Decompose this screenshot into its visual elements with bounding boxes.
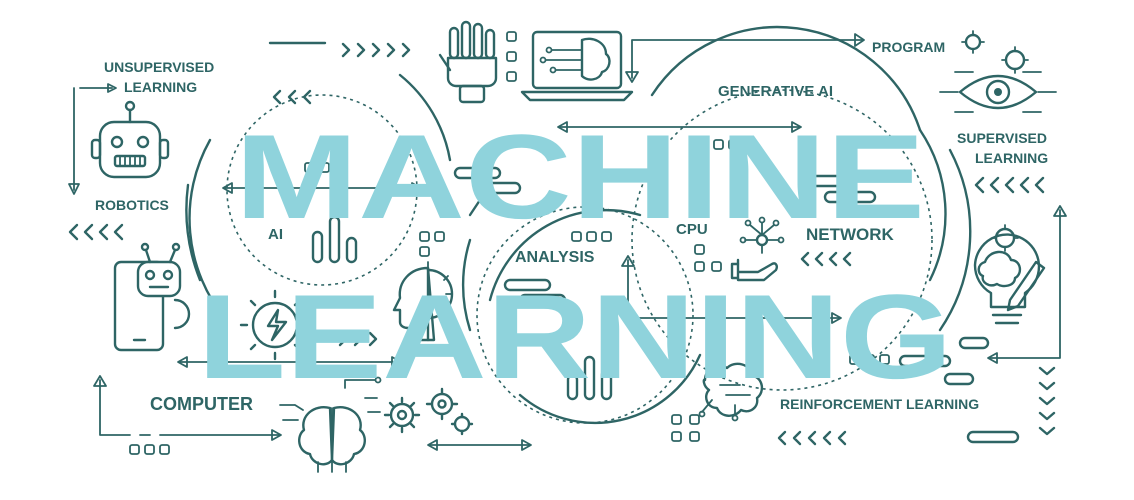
circuit-brain-icon (698, 362, 764, 422)
topic-labels: UNSUPERVISED LEARNING PROGRAM GENERATIVE… (95, 39, 1048, 414)
head-gear-icon (392, 261, 454, 342)
label-supervised-line2: LEARNING (975, 150, 1048, 166)
label-robotics: ROBOTICS (95, 197, 169, 213)
lightbulb-brain-icon (973, 224, 1046, 325)
robot-phone-icon (113, 242, 191, 352)
headline-line2: LEARNING (198, 270, 953, 404)
label-ai: AI (268, 226, 283, 243)
headline-line1: MACHINE (235, 110, 925, 244)
decorative-chevrons (68, 42, 1056, 446)
label-analysis: ANALYSIS (515, 249, 595, 266)
eye-gears-icon (939, 30, 1057, 113)
connector-arrows (68, 33, 1067, 451)
label-supervised-line1: SUPERVISED (957, 130, 1047, 146)
robot-head-icon (90, 100, 170, 179)
hand-network-icon (730, 216, 785, 282)
gear-lightning-icon (239, 289, 311, 361)
gears-icon (383, 387, 474, 436)
laptop-brain-icon (520, 30, 634, 102)
label-reinforcement-learning: REINFORCEMENT LEARNING (780, 396, 979, 412)
label-network: NETWORK (806, 225, 895, 244)
robotic-hand-icon (438, 20, 498, 104)
label-computer: COMPUTER (150, 394, 253, 414)
label-unsupervised-line2: LEARNING (124, 79, 197, 95)
decorative-pills (453, 166, 1020, 444)
label-program: PROGRAM (872, 39, 945, 55)
label-generative-ai: GENERATIVE AI (718, 83, 833, 100)
label-cpu: CPU (676, 221, 708, 238)
label-unsupervised-line1: UNSUPERVISED (104, 59, 214, 75)
brain-icon (279, 376, 382, 473)
decorative-squares (129, 31, 890, 455)
bar-chart-glyphs (311, 215, 613, 401)
headline: MACHINE LEARNING (198, 110, 953, 404)
